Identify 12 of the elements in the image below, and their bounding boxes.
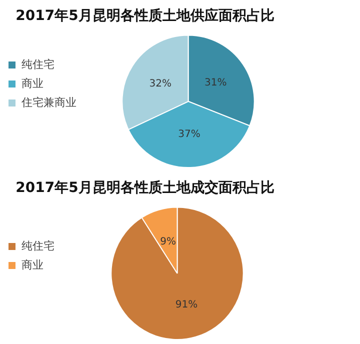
- legend-label: 商业: [22, 76, 44, 90]
- legend-label: 住宅兼商业: [22, 96, 76, 109]
- data-label: 9%: [160, 236, 176, 248]
- data-label: 31%: [204, 77, 227, 88]
- legend-label: 商业: [22, 258, 44, 272]
- data-label: 32%: [149, 78, 172, 90]
- chart-title: 2017年5月昆明各性质土地供应面积占比: [16, 7, 274, 24]
- legend-label: 纯住宅: [22, 58, 54, 71]
- data-label: 91%: [175, 300, 198, 311]
- legend-label: 纯住宅: [22, 239, 54, 252]
- data-label: 37%: [178, 129, 200, 140]
- chart-title: 2017年5月昆明各性质土地成交面积占比: [16, 179, 274, 196]
